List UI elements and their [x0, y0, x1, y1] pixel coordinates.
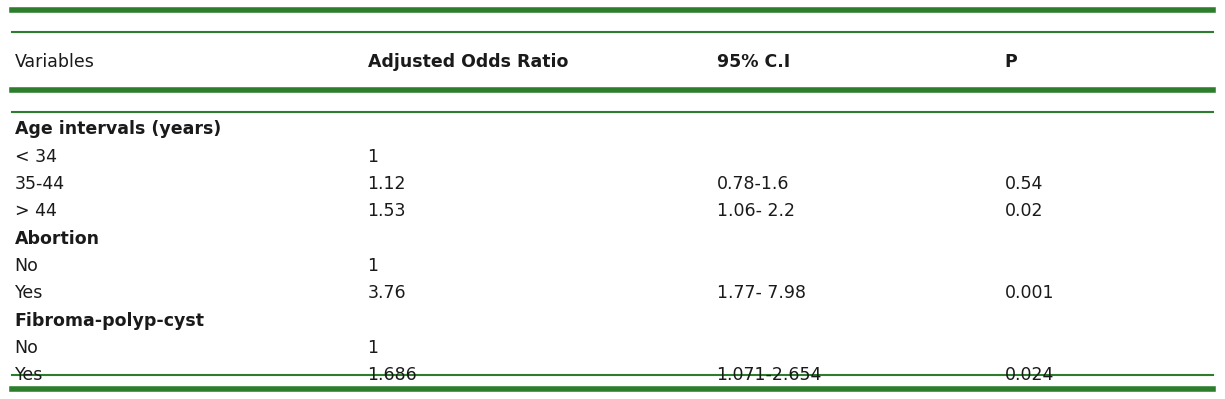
- Text: 0.024: 0.024: [1004, 366, 1054, 384]
- Text: 1: 1: [368, 257, 379, 275]
- Text: Adjusted Odds Ratio: Adjusted Odds Ratio: [368, 53, 568, 71]
- Text: 1.071-2.654: 1.071-2.654: [717, 366, 822, 384]
- Text: P: P: [1004, 53, 1017, 71]
- Text: No: No: [15, 339, 38, 357]
- Text: 1: 1: [368, 148, 379, 166]
- Text: No: No: [15, 257, 38, 275]
- Text: Age intervals (years): Age intervals (years): [15, 120, 220, 138]
- Text: 3.76: 3.76: [368, 284, 407, 302]
- Text: Abortion: Abortion: [15, 230, 99, 248]
- Text: Yes: Yes: [15, 284, 43, 302]
- Text: 0.54: 0.54: [1004, 175, 1042, 193]
- Text: Fibroma-polyp-cyst: Fibroma-polyp-cyst: [15, 312, 205, 330]
- Text: 1.53: 1.53: [368, 202, 405, 220]
- Text: Yes: Yes: [15, 366, 43, 384]
- Text: 1.06- 2.2: 1.06- 2.2: [717, 202, 795, 220]
- Text: 95% C.I: 95% C.I: [717, 53, 790, 71]
- Text: 35-44: 35-44: [15, 175, 65, 193]
- Text: 1: 1: [368, 339, 379, 357]
- Text: 1.686: 1.686: [368, 366, 418, 384]
- Text: 1.77- 7.98: 1.77- 7.98: [717, 284, 806, 302]
- Text: Variables: Variables: [15, 53, 94, 71]
- Text: 0.78-1.6: 0.78-1.6: [717, 175, 789, 193]
- Text: > 44: > 44: [15, 202, 56, 220]
- Text: 1.12: 1.12: [368, 175, 405, 193]
- Text: < 34: < 34: [15, 148, 56, 166]
- Text: 0.02: 0.02: [1004, 202, 1042, 220]
- Text: 0.001: 0.001: [1004, 284, 1054, 302]
